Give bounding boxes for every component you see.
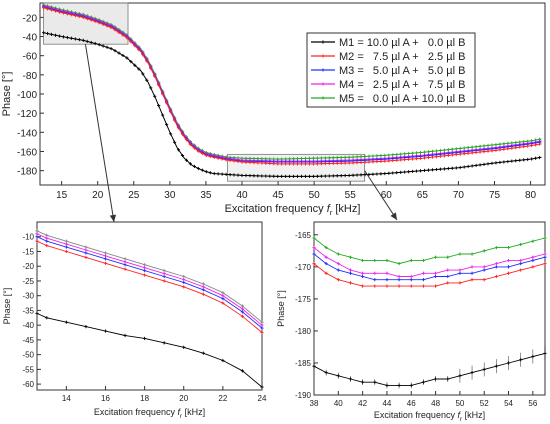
left-zoom-x-tick-label: 24 bbox=[258, 394, 267, 403]
right-zoom-x-tick-label: 54 bbox=[504, 399, 513, 408]
left-zoom-y-axis-label: Phase [°] bbox=[2, 288, 12, 325]
left-line-M1 bbox=[36, 312, 263, 388]
left-zoom-x-axis-label: Excitation frequency fr [kHz] bbox=[94, 407, 205, 420]
left-zoom-x-tick-label: 14 bbox=[62, 394, 71, 403]
left-zoom-x-tick-label: 18 bbox=[140, 394, 149, 403]
zoom-arrow-left bbox=[84, 44, 115, 223]
left-zoom-x-tick-label: 22 bbox=[218, 394, 227, 403]
left-line-M2 bbox=[36, 240, 263, 333]
left-zoom-y-tick-label: -30 bbox=[22, 292, 34, 301]
main-x-tick-label: 30 bbox=[164, 190, 176, 201]
main-y-tick-label: -140 bbox=[17, 128, 37, 139]
main-y-tick-label: -80 bbox=[23, 71, 38, 82]
left-line-M4 bbox=[36, 233, 263, 326]
left-zoom-y-tick-label: -40 bbox=[22, 321, 34, 330]
main-x-tick-label: 20 bbox=[92, 190, 104, 201]
left-zoom-x-tick-label: 16 bbox=[101, 394, 110, 403]
left-zoom-y-tick-label: -50 bbox=[22, 351, 34, 360]
right-zoom-y-tick-label: -165 bbox=[295, 231, 312, 240]
main-x-axis-label: Excitation frequency fr [kHz] bbox=[225, 203, 361, 217]
right-zoom-x-tick-label: 44 bbox=[382, 399, 391, 408]
main-y-tick-label: -40 bbox=[23, 33, 38, 44]
right-zoom-x-tick-label: 50 bbox=[455, 399, 464, 408]
right-zoom-x-tick-label: 42 bbox=[358, 399, 367, 408]
zoom-arrow-right bbox=[364, 170, 398, 221]
right-zoom-x-tick-label: 40 bbox=[334, 399, 343, 408]
main-x-tick-label: 25 bbox=[128, 190, 140, 201]
right-zoom-x-tick-label: 38 bbox=[310, 399, 319, 408]
right-zoom-plot-frame bbox=[313, 221, 546, 396]
left-zoom-y-tick-label: -25 bbox=[22, 277, 34, 286]
zoom-arrow-right-head bbox=[390, 212, 397, 220]
main-x-tick-label: 45 bbox=[273, 190, 285, 201]
left-zoom-y-tick-label: -60 bbox=[22, 380, 34, 389]
right-zoom-x-axis-label: Excitation frequency fr [kHz] bbox=[374, 410, 485, 423]
main-x-tick-label: 55 bbox=[345, 190, 357, 201]
main-x-tick-label: 40 bbox=[236, 190, 248, 201]
left-zoom-y-tick-label: -10 bbox=[22, 233, 34, 242]
right-zoom-y-tick-label: -175 bbox=[295, 295, 312, 304]
right-zoom-x-tick-label: 56 bbox=[528, 399, 537, 408]
main-x-tick-label: 65 bbox=[417, 190, 429, 201]
left-zoom-y-tick-label: -15 bbox=[22, 247, 34, 256]
main-y-axis-label: Phase [°] bbox=[1, 72, 13, 117]
right-line-M3 bbox=[313, 253, 546, 281]
zoom-arrow-left-head bbox=[109, 214, 117, 222]
right-zoom-x-tick-label: 46 bbox=[407, 399, 416, 408]
left-zoom-y-tick-label: -35 bbox=[22, 306, 34, 315]
main-y-tick-label: -160 bbox=[17, 147, 37, 158]
main-x-tick-label: 80 bbox=[525, 190, 537, 201]
right-zoom-y-axis-label: Phase [°] bbox=[276, 290, 286, 327]
left-line-M3 bbox=[36, 236, 263, 329]
left-zoom-plot-frame bbox=[36, 221, 263, 391]
legend-label-3: M3 = 5.0 µl A + 5.0 µl B bbox=[339, 65, 465, 77]
main-y-tick-label: -20 bbox=[23, 13, 38, 24]
left-zoom-x-tick-label: 20 bbox=[179, 394, 188, 403]
left-zoom-y-tick-label: -45 bbox=[22, 336, 34, 345]
main-y-tick-label: -60 bbox=[23, 52, 38, 63]
right-line-M4 bbox=[313, 247, 546, 277]
right-zoom-y-tick-label: -185 bbox=[295, 359, 312, 368]
main-y-tick-label: -120 bbox=[17, 109, 37, 120]
main-y-tick-label: -180 bbox=[17, 167, 37, 178]
main-x-tick-label: 70 bbox=[453, 190, 465, 201]
main-x-tick-label: 75 bbox=[489, 190, 501, 201]
right-line-M1 bbox=[313, 352, 546, 386]
legend-label-4: M4 = 2.5 µl A + 7.5 µl B bbox=[339, 79, 465, 91]
right-zoom-y-tick-label: -180 bbox=[295, 327, 312, 336]
main-x-tick-label: 60 bbox=[381, 190, 393, 201]
right-zoom-y-tick-label: -170 bbox=[295, 263, 312, 272]
left-zoom-y-tick-label: -20 bbox=[22, 262, 34, 271]
main-x-tick-label: 35 bbox=[200, 190, 212, 201]
right-line-M5 bbox=[313, 237, 546, 265]
right-zoom-y-tick-label: -190 bbox=[295, 391, 312, 400]
right-line-M2 bbox=[313, 263, 546, 287]
left-zoom-y-tick-label: -55 bbox=[22, 365, 34, 374]
main-x-tick-label: 15 bbox=[56, 190, 68, 201]
legend-label-2: M2 = 7.5 µl A + 2.5 µl B bbox=[339, 51, 465, 63]
legend-label-1: M1 = 10.0 µl A + 0.0 µl B bbox=[339, 37, 465, 49]
right-zoom-x-tick-label: 48 bbox=[431, 399, 440, 408]
main-y-tick-label: -100 bbox=[17, 90, 37, 101]
main-x-tick-label: 50 bbox=[309, 190, 321, 201]
right-zoom-x-tick-label: 52 bbox=[480, 399, 489, 408]
legend-label-5: M5 = 0.0 µl A + 10.0 µl B bbox=[339, 93, 465, 105]
